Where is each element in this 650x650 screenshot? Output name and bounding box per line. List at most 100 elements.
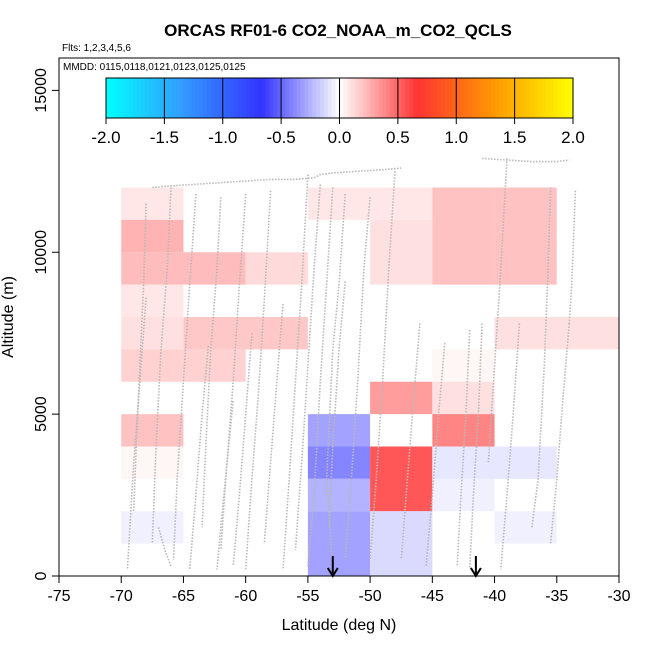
colorbar-segment [312,78,317,118]
colorbar-segment [557,78,562,118]
colorbar-segment [491,78,496,118]
flight-track [425,342,446,567]
colorbar-segment [425,78,430,118]
flight-track [500,323,521,570]
colorbar-segment [510,78,516,118]
colorbar-segment [199,78,204,118]
colorbar-segment [436,78,442,118]
colorbar-segment [265,78,271,118]
heatmap-cell [121,252,246,285]
x-tick-label: -55 [296,588,319,605]
flight-track [220,193,247,551]
colorbar-segment [160,78,165,118]
heatmap-cell [432,349,495,382]
colorbar-segment [133,78,138,118]
colorbar-tick-label: 1.0 [444,128,468,147]
flight-track [282,174,309,570]
colorbar-segment [487,78,492,118]
colorbar-segment [106,78,111,118]
y-tick-label: 0 [33,571,50,580]
heatmap-cell [370,187,433,220]
x-axis-label: Latitude (deg N) [282,617,397,634]
y-tick-label: 10000 [33,230,50,275]
colorbar-segment [144,78,150,118]
x-tick-label: -45 [421,588,444,605]
flight-track [325,193,346,570]
colorbar-segment [183,78,189,118]
colorbar-segment [518,78,524,118]
colorbar-segment [292,78,298,118]
plot-frame [58,57,620,577]
colorbar-segment [172,78,177,118]
colorbar-tick-label: -1.5 [150,128,179,147]
colorbar-segment [370,78,376,118]
colorbar-segment [467,78,473,118]
colorbar-segment [339,78,344,118]
colorbar-segment [191,78,197,118]
colorbar-segment [502,78,508,118]
colorbar-segment [195,78,200,118]
colorbar-segment [300,78,306,118]
colorbar-segment [113,78,119,118]
heatmap-cell [432,381,495,415]
colorbar-segment [109,78,115,118]
colorbar-segment [526,78,531,118]
flight-track [201,197,222,528]
colorbar-segment [285,78,290,118]
flight-track [400,323,421,560]
y-axis-label: Altitude (m) [0,276,17,358]
flight-track [244,190,272,570]
colorbar-segment [537,78,543,118]
colorbar-segment [475,78,481,118]
heatmap-cell [370,446,433,512]
colorbar-segment [117,78,123,118]
heatmap-cell [494,317,619,350]
colorbar-segment [495,78,500,118]
colorbar-segment [569,78,574,118]
colorbar-segment [327,78,333,118]
colorbar-segment [176,78,181,118]
colorbar-segment [534,78,539,118]
colorbar-tick-label: 1.5 [503,128,527,147]
x-tick-label: -60 [234,588,257,605]
colorbar-segment [514,78,520,118]
colorbar-segment [448,78,453,118]
colorbar-segment [273,78,278,118]
colorbar-segment [214,78,220,118]
colorbar-segment [541,78,547,118]
flight-track [172,193,197,560]
colorbar-segment [230,78,236,118]
heatmap-cell [121,317,184,350]
x-tick-label: -65 [172,588,195,605]
colorbar-segment [479,78,485,118]
dates-note: MMDD: 0115,0118,0121,0123,0125,0125 [63,62,246,73]
colorbar-segment [530,78,535,118]
flight-track [344,197,371,560]
colorbar-segment [226,78,232,118]
flight-track [568,190,577,324]
colorbar-segment [409,78,415,118]
colorbar-segment [362,78,368,118]
colorbar-segment [269,78,274,118]
colorbar-segment [460,78,465,118]
colorbar-segment [444,78,450,118]
colorbar-tick-label: 0.0 [328,128,352,147]
flight-track [531,187,552,528]
colorbar-segment [261,78,267,118]
colorbar-segment [156,78,162,118]
colorbar-segment [253,78,259,118]
heatmap-cell [121,284,184,317]
colorbar-segment [378,78,383,118]
colorbar-segment [203,78,208,118]
colorbar-segment [164,78,169,118]
flight-track [216,401,234,570]
x-tick-label: -70 [110,588,133,605]
heatmap-cell [121,219,184,253]
colorbar-segment [137,78,142,118]
flight-track [313,167,402,179]
colorbar-segment [257,78,263,118]
colorbar-segment [440,78,446,118]
flight-track [482,157,570,163]
colorbar-segment [218,78,224,118]
heatmap-cell [307,187,371,220]
